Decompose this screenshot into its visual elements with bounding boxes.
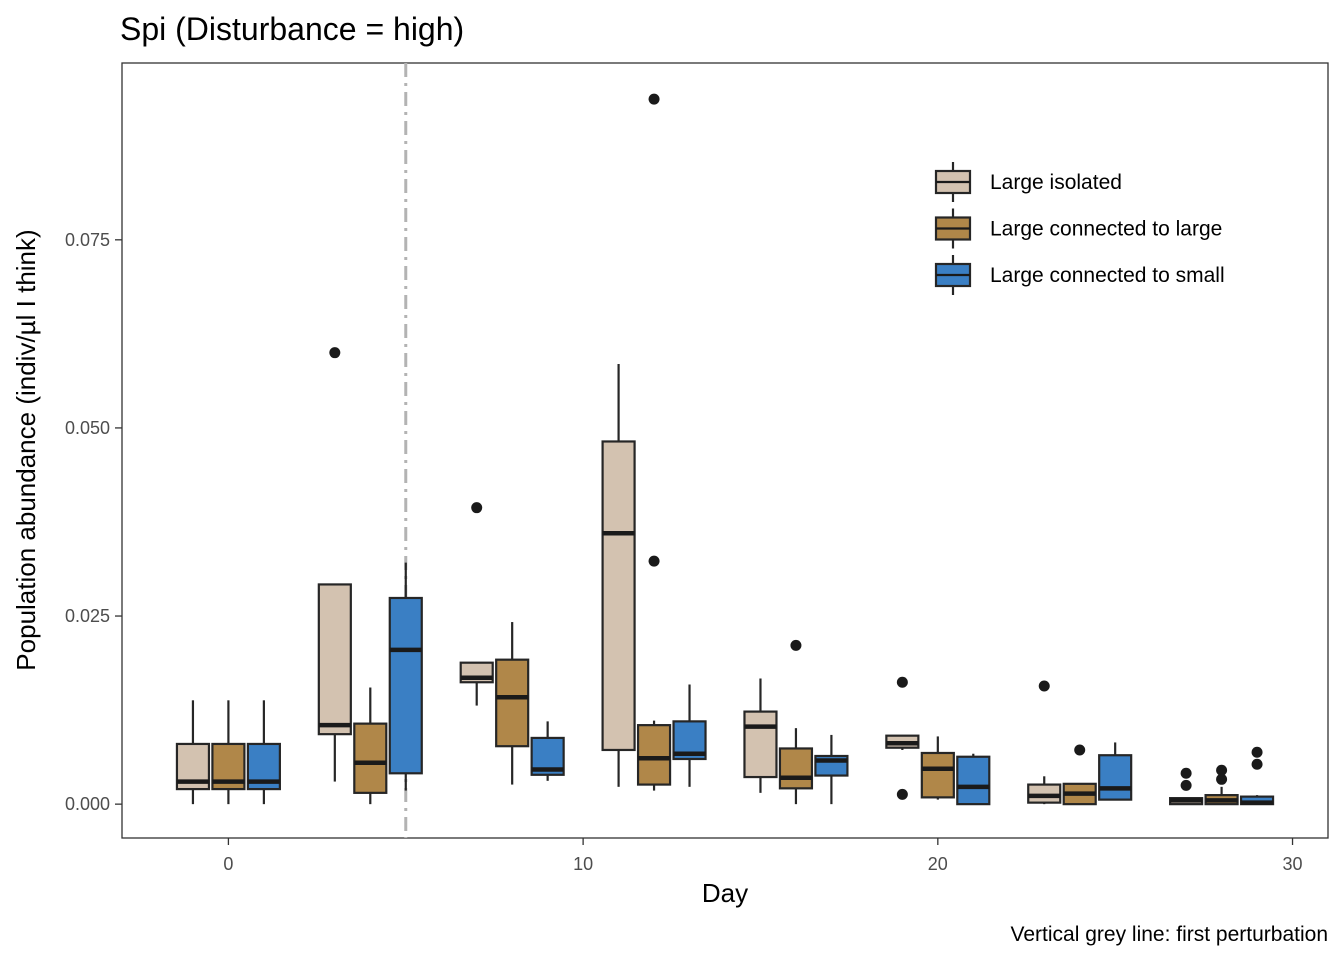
box-iqr <box>636 724 672 786</box>
box-iqr <box>317 583 352 736</box>
outlier-point <box>1074 744 1086 756</box>
legend-item: Large connected to large <box>934 208 1222 249</box>
outlier-point <box>1251 758 1263 770</box>
x-axis-title: Day <box>702 878 748 908</box>
outlier-point <box>896 788 908 800</box>
box-iqr <box>1027 783 1062 804</box>
boxplot-layer <box>175 93 1275 806</box>
x-tick-label: 20 <box>928 854 948 874</box>
box-iqr <box>388 596 423 775</box>
y-tick-label: 0.000 <box>65 794 110 814</box>
box-group <box>814 734 849 805</box>
box-group <box>885 676 920 800</box>
outlier-point <box>896 676 908 688</box>
outlier-point <box>1251 746 1263 758</box>
box-group <box>920 736 955 800</box>
box-iqr <box>920 751 955 799</box>
box-group <box>459 502 494 706</box>
axis-layer: 0 10 20 30 0.000 0.025 0.050 0.075 <box>65 230 1303 874</box>
box-iqr <box>956 755 991 806</box>
box-iqr <box>495 658 530 748</box>
chart-title: Spi (Disturbance = high) <box>120 11 464 47</box>
outlier-point <box>1216 773 1228 785</box>
box-iqr <box>743 710 778 779</box>
box-group <box>530 721 565 781</box>
box-group <box>388 562 423 791</box>
legend-label: Large connected to large <box>990 218 1222 241</box>
box-iqr <box>353 722 388 794</box>
x-tick-label: 10 <box>573 854 593 874</box>
box-group <box>211 700 246 805</box>
plot-panel-border <box>121 62 1329 839</box>
outlier-point <box>1038 680 1050 692</box>
box-group <box>743 678 778 793</box>
outlier-point <box>329 347 341 359</box>
box-group <box>636 93 672 791</box>
legend-item: Large isolated <box>934 162 1122 202</box>
box-group <box>1098 742 1133 801</box>
box-group <box>1027 680 1062 805</box>
x-tick-label: 0 <box>223 854 233 874</box>
box-group <box>175 700 211 805</box>
y-tick-label: 0.050 <box>65 418 110 438</box>
caption: Vertical grey line: first perturbation <box>1011 923 1328 946</box>
outlier-point <box>790 639 802 651</box>
y-axis-title: Population abundance (indiv/µl I think) <box>11 229 41 670</box>
box-iqr <box>1098 754 1133 801</box>
box-iqr <box>778 747 814 790</box>
box-group <box>495 622 530 785</box>
y-tick-label: 0.025 <box>65 606 110 626</box>
outlier-point <box>1180 767 1192 779</box>
box-group <box>672 684 707 787</box>
box-group <box>246 700 281 805</box>
box-group <box>601 363 636 787</box>
y-tick-label: 0.075 <box>65 230 110 250</box>
legend: Large isolated Large connected to large La… <box>934 162 1225 295</box>
outlier-point <box>648 93 660 105</box>
outlier-point <box>648 555 660 567</box>
legend-item: Large connected to small <box>934 255 1225 295</box>
x-tick-label: 30 <box>1283 854 1303 874</box>
box-group <box>1169 767 1204 806</box>
box-group <box>317 347 352 782</box>
box-group <box>1062 744 1097 806</box>
box-group <box>1204 764 1239 806</box>
outlier-point <box>1180 779 1192 791</box>
box-group <box>353 687 388 805</box>
box-group <box>1239 746 1275 806</box>
box-group <box>956 753 991 806</box>
outlier-point <box>471 502 483 514</box>
legend-label: Large connected to small <box>990 264 1225 287</box>
outlier-point <box>1216 764 1228 776</box>
legend-label: Large isolated <box>990 171 1122 194</box>
box-iqr <box>601 440 636 752</box>
box-group <box>778 639 814 805</box>
